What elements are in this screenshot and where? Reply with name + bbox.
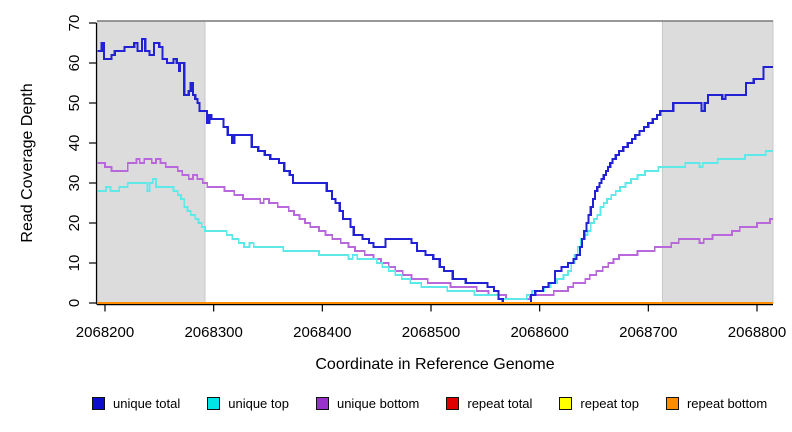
y-axis-title: Read Coverage Depth xyxy=(19,83,36,243)
legend-label-repeat-total: repeat total xyxy=(467,396,533,411)
legend-swatch-repeat-top xyxy=(559,397,573,410)
legend: unique total unique top unique bottom repea… xyxy=(92,396,767,411)
plot-canvas: 0 10 20 30 40 50 60 70 2068200 2068300 2068400 2068… xyxy=(66,15,786,341)
series-line-unique-total xyxy=(97,37,773,305)
y-tick-label: 0 xyxy=(66,299,83,307)
legend-item-repeat-top: repeat top xyxy=(559,396,639,411)
series-line-unique-bottom xyxy=(97,158,773,300)
legend-swatch-unique-total xyxy=(92,397,105,410)
legend-swatch-repeat-bottom xyxy=(665,397,679,410)
legend-swatch-unique-bottom xyxy=(315,397,329,410)
x-axis-title: Coordinate in Reference Genome xyxy=(315,356,555,373)
x-tick-label: 2068500 xyxy=(402,324,460,341)
x-tick-label: 2068300 xyxy=(184,324,242,341)
y-tick-label: 10 xyxy=(66,255,83,272)
x-tick-label: 2068800 xyxy=(728,324,786,341)
x-tick-label: 2068400 xyxy=(293,324,351,341)
legend-item-unique-total: unique total xyxy=(92,396,180,411)
legend-label-repeat-top: repeat top xyxy=(580,396,639,411)
y-tick-label: 30 xyxy=(66,175,83,192)
y-tick-label: 50 xyxy=(66,95,83,112)
x-tick-label: 2068700 xyxy=(619,324,677,341)
legend-item-unique-bottom: unique bottom xyxy=(315,396,420,411)
legend-item-repeat-bottom: repeat bottom xyxy=(665,396,768,411)
legend-label-unique-total: unique total xyxy=(113,396,181,411)
legend-swatch-unique-top xyxy=(207,397,221,410)
y-tick-label: 60 xyxy=(66,55,83,72)
x-tick-label: 2068600 xyxy=(510,324,568,341)
legend-label-repeat-bottom: repeat bottom xyxy=(686,396,768,411)
y-tick-label: 40 xyxy=(66,135,83,152)
legend-item-repeat-total: repeat total xyxy=(446,396,532,411)
y-tick-label: 20 xyxy=(66,215,83,232)
legend-swatch-repeat-total xyxy=(446,397,460,410)
legend-label-unique-bottom: unique bottom xyxy=(336,396,420,411)
legend-item-unique-top: unique top xyxy=(207,396,289,411)
series-line-unique-top xyxy=(97,150,773,300)
y-tick-label: 70 xyxy=(66,15,83,32)
legend-label-unique-top: unique top xyxy=(228,396,289,411)
x-tick-label: 2068200 xyxy=(76,324,134,341)
